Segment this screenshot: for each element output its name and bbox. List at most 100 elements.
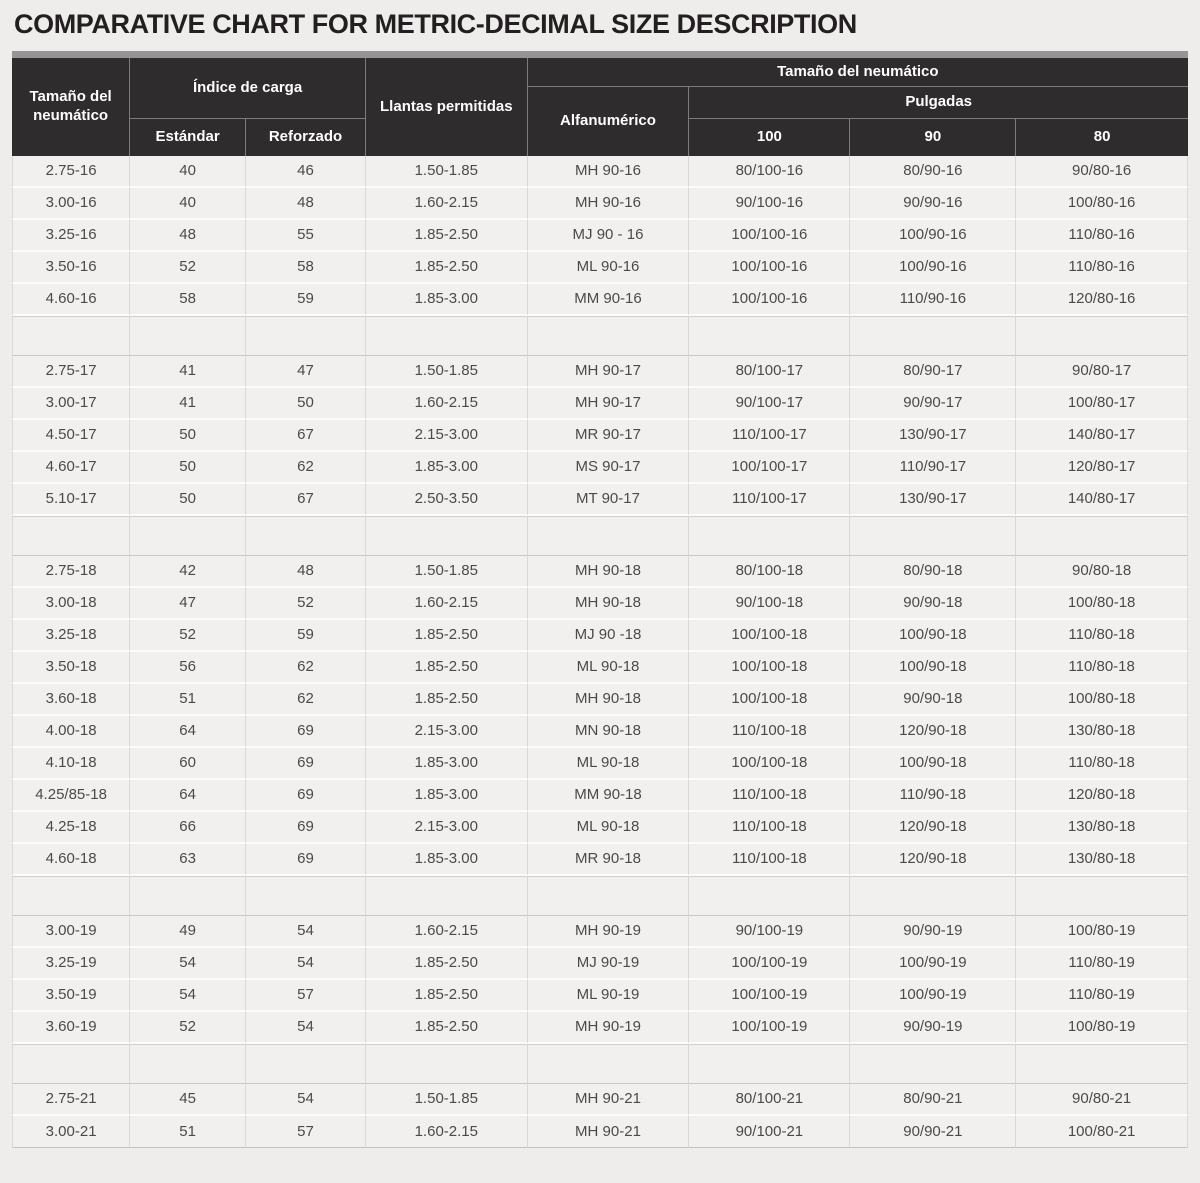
cell-load-standard: 54 <box>130 979 247 1012</box>
cell-inch-80: 130/80-18 <box>1016 843 1188 876</box>
cell-inch-90: 120/90-18 <box>850 843 1017 876</box>
cell-rims: 1.85-2.50 <box>365 251 528 284</box>
cell-load-standard: 41 <box>130 355 247 388</box>
cell-load-reinforced: 55 <box>246 219 366 252</box>
cell-inch-90: 120/90-18 <box>850 811 1017 844</box>
cell-rims: 1.50-1.85 <box>365 155 528 188</box>
cell-load-standard: 40 <box>130 155 247 188</box>
cell-load-reinforced: 62 <box>246 651 366 684</box>
cell-load-reinforced: 69 <box>246 779 366 812</box>
table-row: 3.60-19 52 54 1.85-2.50 MH 90-19 100/100-19 90… <box>12 1011 1188 1044</box>
cell-load-standard: 64 <box>130 715 247 748</box>
group-spacer-row <box>12 875 1188 916</box>
spacer-cell <box>246 315 366 356</box>
cell-rims: 1.60-2.15 <box>365 587 528 620</box>
cell-load-reinforced: 59 <box>246 619 366 652</box>
cell-tire-size: 5.10-17 <box>12 483 131 516</box>
cell-rims: 2.15-3.00 <box>365 811 528 844</box>
cell-alphanumeric: MH 90-18 <box>527 587 690 620</box>
cell-rims: 1.85-2.50 <box>365 683 528 716</box>
cell-alphanumeric: ML 90-16 <box>527 251 690 284</box>
cell-load-reinforced: 46 <box>246 155 366 188</box>
cell-rims: 1.85-3.00 <box>365 451 528 484</box>
spacer-cell <box>1016 515 1188 556</box>
cell-rims: 1.85-2.50 <box>365 219 528 252</box>
table-row: 4.00-18 64 69 2.15-3.00 MN 90-18 110/100-18 12… <box>12 715 1188 748</box>
table-row: 4.60-16 58 59 1.85-3.00 MM 90-16 100/100-16 11… <box>12 283 1188 316</box>
cell-load-standard: 47 <box>130 587 247 620</box>
spacer-cell <box>527 515 690 556</box>
header-alphanumeric: Alfanumérico <box>527 85 690 156</box>
cell-load-standard: 42 <box>130 555 247 588</box>
spacer-cell <box>365 515 528 556</box>
cell-rims: 1.50-1.85 <box>365 1083 528 1116</box>
cell-load-standard: 48 <box>130 219 247 252</box>
cell-rims: 1.60-2.15 <box>365 915 528 948</box>
cell-alphanumeric: MH 90-17 <box>527 387 690 420</box>
table-row: 3.00-18 47 52 1.60-2.15 MH 90-18 90/100-18 90/… <box>12 587 1188 620</box>
cell-alphanumeric: MH 90-21 <box>527 1115 690 1148</box>
cell-inch-80: 110/80-19 <box>1016 979 1188 1012</box>
cell-tire-size: 4.50-17 <box>12 419 131 452</box>
cell-rims: 1.50-1.85 <box>365 555 528 588</box>
cell-load-standard: 64 <box>130 779 247 812</box>
cell-alphanumeric: MS 90-17 <box>527 451 690 484</box>
cell-inch-100: 110/100-18 <box>689 843 851 876</box>
cell-load-reinforced: 52 <box>246 587 366 620</box>
cell-inch-100: 110/100-17 <box>689 419 851 452</box>
header-row-2: Alfanumérico Pulgadas <box>12 85 1188 156</box>
spacer-cell <box>850 315 1017 356</box>
table-row: 4.25/85-18 64 69 1.85-3.00 MM 90-18 110/100-1… <box>12 779 1188 812</box>
cell-inch-80: 90/80-17 <box>1016 355 1188 388</box>
table-row: 3.00-21 51 57 1.60-2.15 MH 90-21 90/100-21 90/… <box>12 1115 1188 1148</box>
spacer-cell <box>1016 875 1188 916</box>
cell-inch-100: 80/100-21 <box>689 1083 851 1116</box>
header-row-3: Estándar Reforzado 100 90 80 <box>12 117 1188 156</box>
cell-inch-80: 100/80-16 <box>1016 187 1188 220</box>
cell-rims: 1.60-2.15 <box>365 187 528 220</box>
cell-load-reinforced: 69 <box>246 811 366 844</box>
header-reinforced: Reforzado <box>246 117 366 156</box>
cell-alphanumeric: ML 90-19 <box>527 979 690 1012</box>
cell-inch-90: 80/90-17 <box>850 355 1017 388</box>
cell-load-standard: 63 <box>130 843 247 876</box>
cell-rims: 1.85-2.50 <box>365 619 528 652</box>
cell-inch-100: 110/100-18 <box>689 811 851 844</box>
cell-inch-80: 100/80-18 <box>1016 587 1188 620</box>
spacer-cell <box>12 1043 131 1084</box>
cell-load-standard: 50 <box>130 483 247 516</box>
cell-rims: 1.85-3.00 <box>365 779 528 812</box>
table-row: 2.75-17 41 47 1.50-1.85 MH 90-17 80/100-17 80/… <box>12 355 1188 388</box>
cell-alphanumeric: MR 90-18 <box>527 843 690 876</box>
cell-alphanumeric: MT 90-17 <box>527 483 690 516</box>
cell-inch-80: 90/80-18 <box>1016 555 1188 588</box>
table-row: 3.50-18 56 62 1.85-2.50 ML 90-18 100/100-18 10… <box>12 651 1188 684</box>
cell-inch-90: 100/90-19 <box>850 979 1017 1012</box>
cell-inch-80: 120/80-16 <box>1016 283 1188 316</box>
cell-inch-100: 100/100-16 <box>689 219 851 252</box>
header-inches: Pulgadas <box>689 85 1188 118</box>
cell-alphanumeric: MJ 90 - 16 <box>527 219 690 252</box>
cell-inch-100: 100/100-18 <box>689 747 851 780</box>
cell-load-reinforced: 62 <box>246 451 366 484</box>
cell-inch-80: 100/80-17 <box>1016 387 1188 420</box>
cell-inch-90: 90/90-21 <box>850 1115 1017 1148</box>
cell-alphanumeric: ML 90-18 <box>527 811 690 844</box>
cell-inch-100: 80/100-18 <box>689 555 851 588</box>
cell-inch-90: 100/90-18 <box>850 619 1017 652</box>
cell-load-standard: 56 <box>130 651 247 684</box>
cell-inch-100: 100/100-16 <box>689 283 851 316</box>
cell-inch-80: 110/80-18 <box>1016 619 1188 652</box>
cell-inch-100: 100/100-18 <box>689 651 851 684</box>
cell-alphanumeric: MH 90-16 <box>527 155 690 188</box>
cell-load-reinforced: 59 <box>246 283 366 316</box>
cell-inch-80: 110/80-16 <box>1016 219 1188 252</box>
cell-inch-80: 130/80-18 <box>1016 715 1188 748</box>
cell-tire-size: 3.25-16 <box>12 219 131 252</box>
table-row: 5.10-17 50 67 2.50-3.50 MT 90-17 110/100-17 13… <box>12 483 1188 516</box>
table-row: 3.00-19 49 54 1.60-2.15 MH 90-19 90/100-19 90/… <box>12 915 1188 948</box>
spacer-cell <box>246 515 366 556</box>
cell-load-standard: 58 <box>130 283 247 316</box>
cell-alphanumeric: MH 90-18 <box>527 555 690 588</box>
spacer-cell <box>246 1043 366 1084</box>
